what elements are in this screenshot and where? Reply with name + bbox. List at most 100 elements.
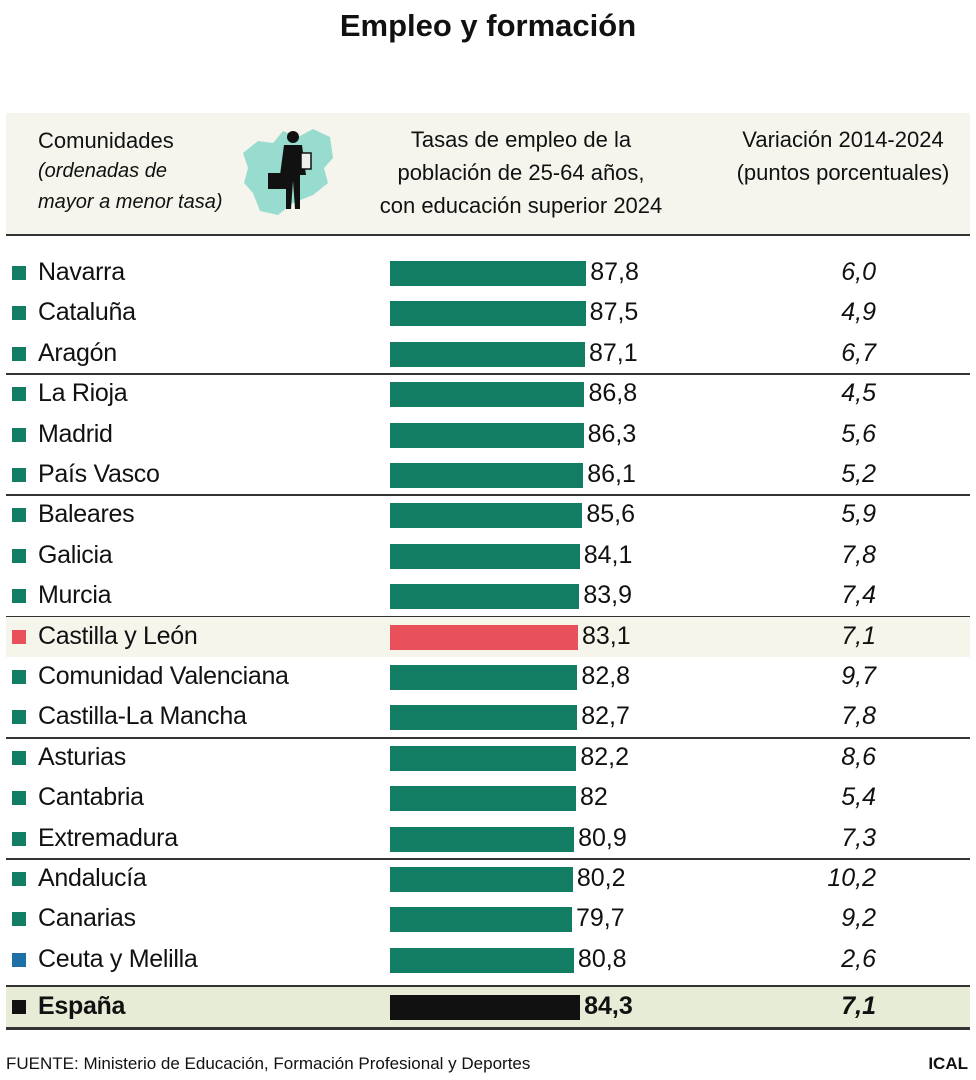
bar — [390, 503, 583, 529]
table-row: Comunidad Valenciana 82,8 9,7 — [6, 657, 970, 697]
column-title-line: Variación 2014-2024 — [742, 127, 944, 152]
bar-value-label: 86,3 — [587, 419, 637, 448]
variation-value: 7,8 — [841, 540, 876, 569]
variation-value: 6,0 — [841, 258, 876, 286]
variation-value: 8,6 — [841, 742, 876, 771]
bar — [390, 301, 586, 327]
column-title-line: con educación superior 2024 — [379, 193, 663, 218]
variation-value: 10,2 — [827, 864, 876, 892]
bar-value-label: 82,8 — [581, 662, 631, 690]
bar-value-label: 80,9 — [578, 823, 627, 852]
table-header: Comunidades (ordenadas de mayor a menor … — [6, 113, 970, 236]
community-name: Ceuta y Melilla — [38, 944, 198, 973]
legend-marker — [12, 427, 26, 442]
bar — [390, 907, 572, 933]
legend-marker — [12, 508, 26, 523]
bar — [390, 745, 577, 771]
bar — [390, 382, 585, 408]
bar — [390, 341, 585, 367]
bar-value-label: 84,1 — [583, 540, 633, 569]
column-header-communities: Comunidades (ordenadas de mayor a menor … — [38, 125, 223, 218]
variation-value: 5,4 — [841, 783, 876, 812]
community-name: Castilla-La Mancha — [38, 702, 247, 731]
community-name: Comunidad Valenciana — [38, 662, 289, 690]
legend-marker — [12, 468, 26, 482]
community-name: Canarias — [38, 904, 136, 933]
table-row: Cantabria 82 5,4 — [6, 778, 970, 818]
bar-value-label: 86,8 — [588, 379, 638, 408]
legend-marker — [12, 589, 26, 604]
bar-value-label: 87,8 — [590, 258, 639, 286]
group-divider — [6, 494, 970, 497]
bar — [390, 261, 587, 286]
column-title-line: (puntos porcentuales) — [736, 160, 950, 185]
table-row: Navarra 87,8 6,0 — [6, 253, 970, 293]
bar — [390, 947, 574, 973]
column-note: mayor a menor tasa) — [38, 191, 223, 213]
column-title: Comunidades — [38, 128, 174, 153]
bar-value-label: 82 — [580, 783, 608, 812]
variation-value: 5,2 — [841, 460, 876, 488]
community-name: La Rioja — [38, 379, 128, 408]
bar — [390, 624, 578, 650]
legend-marker — [12, 670, 26, 684]
legend-marker — [12, 629, 26, 644]
variation-value: 4,5 — [841, 379, 876, 408]
table-row: Madrid 86,3 5,6 — [6, 415, 970, 455]
bar-value-label: 80,2 — [576, 864, 626, 892]
divider — [6, 1028, 970, 1030]
variation-value: 7,1 — [841, 621, 876, 650]
table-row: Extremadura 80,9 7,3 — [6, 819, 970, 859]
community-name: Navarra — [38, 258, 125, 286]
bar — [390, 786, 577, 812]
table-row: País Vasco 86,1 5,2 — [6, 455, 970, 495]
bar-value-label: 85,6 — [586, 500, 636, 529]
table-row: Aragón 87,1 6,7 — [6, 334, 970, 374]
table-row: Andalucía 80,2 10,2 — [6, 859, 970, 899]
bar-value-label: 79,7 — [575, 904, 625, 933]
person-map-icon — [243, 129, 333, 215]
column-title-line: población de 25-64 años, — [397, 160, 645, 185]
variation-value: 6,7 — [841, 338, 876, 367]
table-row: Cataluña 87,5 4,9 — [6, 293, 970, 333]
community-name: Castilla y León — [38, 621, 198, 650]
column-title-line: Tasas de empleo de la — [410, 127, 632, 152]
bar-value-label: 87,1 — [588, 338, 638, 367]
community-name: Madrid — [38, 419, 113, 448]
bar-value-label: 86,1 — [587, 460, 636, 488]
legend-marker — [12, 750, 26, 765]
bar-value-label: 83,9 — [583, 581, 633, 610]
legend-marker — [12, 912, 26, 927]
community-name: Murcia — [38, 581, 112, 610]
bar — [390, 867, 573, 892]
bar — [390, 826, 575, 852]
table-row: Asturias 82,2 8,6 — [6, 738, 970, 778]
bar — [390, 665, 578, 690]
community-name: País Vasco — [38, 460, 160, 488]
table-row: Ceuta y Melilla 80,8 2,6 — [6, 940, 970, 980]
variation-value: 4,9 — [841, 298, 876, 327]
bar — [390, 995, 581, 1021]
bar — [390, 705, 578, 731]
legend-marker — [12, 1000, 26, 1015]
legend-marker — [12, 387, 26, 402]
brand-logo: ICAL — [928, 1054, 968, 1073]
table-row: Baleares 85,6 5,9 — [6, 495, 970, 535]
table-row: Castilla y León 83,1 7,1 — [6, 616, 970, 657]
community-name: Asturias — [38, 742, 126, 771]
variation-value: 7,4 — [841, 581, 876, 610]
variation-value: 7,8 — [841, 702, 876, 731]
variation-value: 2,6 — [841, 944, 876, 973]
table-row: Galicia 84,1 7,8 — [6, 536, 970, 576]
bar — [390, 543, 580, 569]
variation-value: 9,2 — [841, 904, 876, 933]
community-name: Extremadura — [38, 823, 178, 852]
legend-marker — [12, 266, 26, 280]
chart-title: Empleo y formación — [339, 8, 637, 43]
legend-marker — [12, 306, 26, 321]
community-name: Aragón — [38, 338, 117, 367]
variation-value: 7,3 — [841, 823, 876, 852]
community-name: Andalucía — [38, 864, 147, 892]
legend-marker — [12, 548, 26, 563]
variation-value: 5,6 — [841, 419, 876, 448]
